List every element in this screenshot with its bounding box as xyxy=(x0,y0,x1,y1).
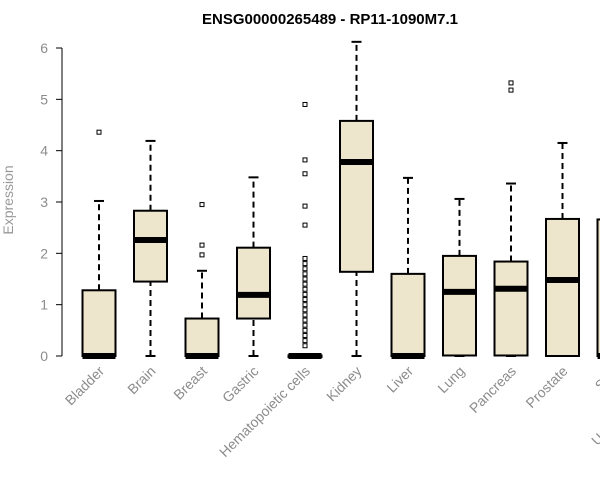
outlier-point xyxy=(302,222,308,228)
box-iqr xyxy=(390,272,426,357)
x-category-label: Pancreas xyxy=(466,363,519,416)
y-tick-label: 4 xyxy=(40,143,48,159)
outlier-point xyxy=(302,302,308,308)
box-breast xyxy=(184,202,220,359)
outlier-point xyxy=(302,307,308,313)
outlier-point xyxy=(302,157,308,163)
outlier-point xyxy=(302,317,308,323)
box-kidney xyxy=(339,40,374,357)
outlier-point xyxy=(302,261,308,267)
outlier-point xyxy=(302,271,308,277)
outlier-point xyxy=(302,286,308,292)
outlier-point xyxy=(508,80,514,86)
outlier-point xyxy=(302,171,308,177)
outlier-point xyxy=(199,252,205,258)
y-tick-label: 1 xyxy=(40,297,48,313)
outlier-point xyxy=(302,255,308,261)
y-tick-label: 0 xyxy=(40,348,48,364)
x-category-label: Bladder xyxy=(62,363,108,409)
outlier-point xyxy=(302,312,308,318)
outlier-point xyxy=(508,87,514,93)
box-hematopoietic-cells xyxy=(287,101,323,359)
x-category-label: Prostate xyxy=(522,363,570,411)
box-iqr xyxy=(339,119,374,273)
outlier-point xyxy=(199,202,205,208)
box-iqr xyxy=(442,254,477,357)
box-skin xyxy=(596,218,600,359)
x-category-label: Brain xyxy=(124,363,158,397)
box-gastric xyxy=(236,176,271,357)
y-axis-label: Expression xyxy=(0,165,16,234)
box-iqr xyxy=(493,260,529,357)
x-category-label: Kidney xyxy=(323,363,365,405)
outlier-point xyxy=(302,332,308,338)
box-iqr xyxy=(133,209,168,283)
outlier-point xyxy=(302,327,308,333)
box-liver xyxy=(390,176,426,359)
outlier-point xyxy=(96,129,102,135)
box-iqr xyxy=(81,289,117,357)
x-category-label: Liver xyxy=(383,363,416,396)
outlier-point xyxy=(302,297,308,303)
outlier-point xyxy=(302,101,308,107)
outlier-point xyxy=(302,338,308,344)
box-iqr xyxy=(236,246,271,320)
chart-title: ENSG00000265489 - RP11-1090M7.1 xyxy=(202,11,458,28)
outlier-point xyxy=(302,291,308,297)
box-brain xyxy=(133,139,168,357)
boxes-group xyxy=(81,40,600,359)
x-category-label: Gastric xyxy=(219,363,262,406)
y-axis-ticks: 0 1 2 3 4 5 6 xyxy=(40,40,62,364)
outlier-point xyxy=(302,276,308,282)
y-tick-label: 3 xyxy=(40,194,48,210)
box-lung xyxy=(442,197,477,357)
box-iqr xyxy=(545,217,580,357)
x-category-label: Hematopoietic cells xyxy=(216,363,313,460)
outlier-point xyxy=(302,322,308,328)
outlier-point xyxy=(302,266,308,272)
outlier-point xyxy=(302,203,308,209)
box-prostate xyxy=(545,141,580,357)
outlier-point xyxy=(302,281,308,287)
box-iqr xyxy=(596,218,600,357)
y-tick-label: 6 xyxy=(40,40,48,56)
x-category-label: Breast xyxy=(170,363,210,403)
x-category-label: Skin xyxy=(592,363,600,394)
y-tick-label: 5 xyxy=(40,91,48,107)
outlier-point xyxy=(302,343,308,349)
box-bladder xyxy=(81,129,117,359)
x-category-label: Lung xyxy=(434,363,467,396)
outlier-point xyxy=(199,242,205,248)
y-tick-label: 2 xyxy=(40,245,48,261)
box-pancreas xyxy=(493,80,529,357)
box-iqr xyxy=(184,317,220,358)
